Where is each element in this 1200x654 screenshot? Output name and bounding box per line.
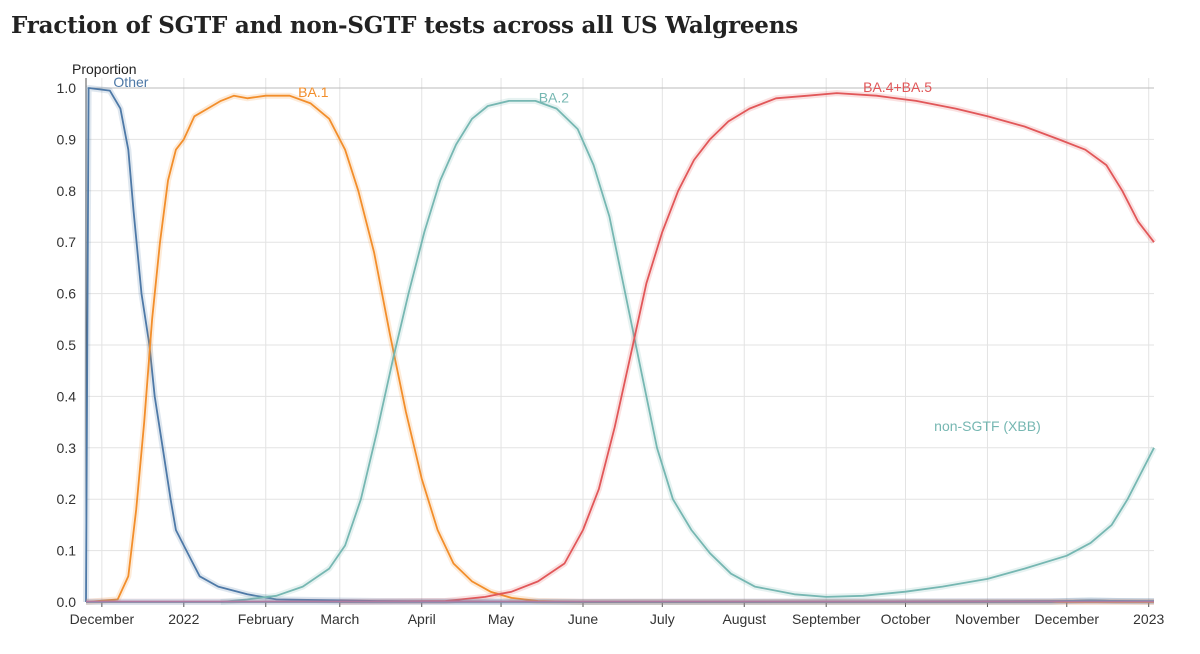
series-label-ba-4-ba-5: BA.4+BA.5 [863,79,932,95]
x-tick-label: May [488,611,514,627]
y-tick-label: 0.0 [57,594,77,610]
y-tick-label: 0.6 [57,286,77,302]
y-tick-label: 0.5 [57,337,77,353]
y-tick-label: 0.2 [57,491,77,507]
y-tick-label: 0.9 [57,131,77,147]
y-tick-label: 0.4 [57,388,77,404]
y-tick-label: 0.1 [57,543,77,559]
x-tick-label: December [1034,611,1099,627]
y-axis-title: Proportion [72,61,137,77]
y-tick-label: 0.7 [57,234,77,250]
x-tick-label: November [955,611,1020,627]
axes: 0.0 0.1 0.2 0.3 0.4 0.5 0.6 0.7 0.8 0.9 1.0 Decembe… [57,61,1165,627]
series-halo-ba-1 [85,92,1154,605]
series-label-ba-1: BA.1 [298,84,329,100]
series-labels: Other BA.1 BA.2 BA.4+BA.5 non-SGTF (XBB) [113,74,1040,434]
x-tick-label: 2023 [1133,611,1164,627]
y-tick-label: 0.3 [57,440,77,456]
series-line-ba-4-ba-5 [339,92,1155,603]
series-label-ba-2: BA.2 [539,89,570,105]
series-line-ba-1 [85,94,1154,603]
series-line-ba-2 [220,100,1155,603]
x-tick-label: April [408,611,436,627]
x-tick-label: August [722,611,766,627]
series-label-other: Other [113,74,148,90]
y-tick-label: 0.8 [57,183,77,199]
x-tick-label: March [320,611,359,627]
x-tick-label: September [792,611,861,627]
series-label-non-sgtf-xbb: non-SGTF (XBB) [934,418,1041,434]
y-tick-label: 1.0 [57,80,77,96]
chart-title: Fraction of SGTF and non-SGTF tests acro… [11,12,799,39]
x-tick-label: October [881,611,931,627]
x-tick-label: December [70,611,135,627]
series-halo-ba-4-ba-5 [339,90,1157,605]
x-tick-label: July [650,611,675,627]
x-tick-label: 2022 [168,611,199,627]
series-group [83,85,1157,605]
x-tick-label: February [238,611,294,627]
x-tick-label: June [568,611,599,627]
grid [86,78,1154,603]
